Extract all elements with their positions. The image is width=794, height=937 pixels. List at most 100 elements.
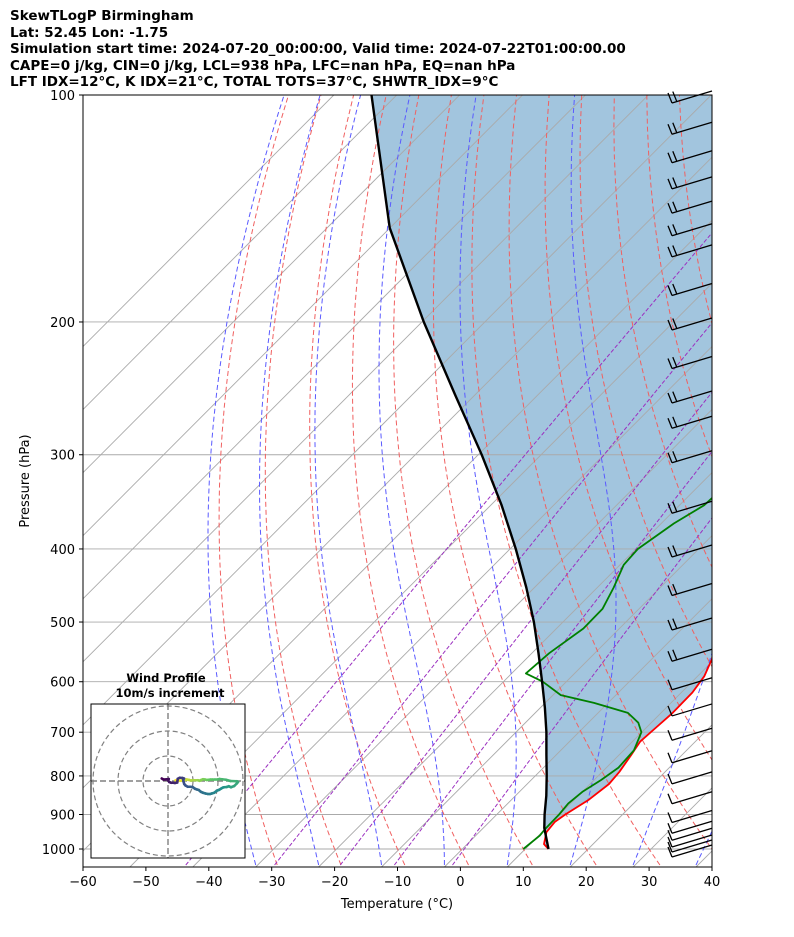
x-tick-label: 30 xyxy=(641,875,658,890)
dry-adiabat xyxy=(432,95,597,866)
dry-adiabat xyxy=(745,95,794,865)
y-tick-label: 700 xyxy=(50,726,75,741)
isotherm-line xyxy=(83,95,586,600)
isotherm-line xyxy=(83,95,712,726)
y-tick-label: 1000 xyxy=(42,843,75,858)
dry-adiabat xyxy=(351,95,469,866)
isotherm-line xyxy=(83,95,649,663)
adiabats-and-mixing-lines xyxy=(185,95,794,866)
wind-barb xyxy=(667,223,713,237)
x-tick-label: −50 xyxy=(132,875,159,890)
x-tick-label: −10 xyxy=(384,875,411,890)
location-line: Lat: 52.45 Lon: -1.75 xyxy=(10,24,169,41)
moist-adiabat xyxy=(314,95,382,866)
wind-barb xyxy=(667,834,713,848)
wind-barb xyxy=(667,282,713,297)
isotherm-line xyxy=(83,95,398,411)
isotherm-line xyxy=(83,95,460,474)
y-tick-label: 400 xyxy=(50,543,75,558)
dry-adiabat xyxy=(646,95,712,458)
cape-cin-shading xyxy=(371,95,712,849)
wind-barb xyxy=(667,820,713,834)
wind-barb xyxy=(667,244,713,258)
wind-barb xyxy=(667,771,713,785)
wind-barb xyxy=(667,317,713,331)
wind-barb xyxy=(667,703,713,717)
isotherm-line xyxy=(83,95,335,348)
wind-barb xyxy=(667,617,713,631)
x-tick-label: 10 xyxy=(515,875,532,890)
y-tick-label: 300 xyxy=(50,449,75,464)
dry-adiabat xyxy=(579,95,712,668)
isotherm-line xyxy=(318,471,712,867)
wind-barb xyxy=(667,200,713,214)
isotherm-line xyxy=(507,661,712,867)
moist-adiabat xyxy=(207,95,285,866)
dry-adiabat xyxy=(777,95,794,865)
moist-adiabat xyxy=(378,95,445,865)
inset-border xyxy=(90,703,246,859)
simulation-line: Simulation start time: 2024-07-20_00:00:… xyxy=(10,41,626,57)
inset-subtitle: 10m/s increment xyxy=(116,686,225,700)
wind-barb xyxy=(667,844,713,858)
moist-adiabat xyxy=(569,95,617,866)
dry-adiabat xyxy=(711,95,712,102)
isotherm-line xyxy=(381,535,712,867)
isotherm-line xyxy=(83,95,523,537)
dry-adiabat xyxy=(471,95,661,866)
axes-labels: Temperature (°C) Pressure (hPa) −60 −50 −4… xyxy=(18,89,720,912)
wind-profile-inset: Wind Profile 10m/s increment xyxy=(90,671,246,859)
wind-barb xyxy=(667,450,713,464)
y-tick-label: 600 xyxy=(50,676,75,691)
temperature-profile xyxy=(543,654,712,850)
cape-shading xyxy=(371,95,712,849)
y-tick-label: 500 xyxy=(50,616,75,631)
wind-barbs xyxy=(667,90,713,858)
dry-adiabat xyxy=(218,95,289,866)
y-tick-label: 200 xyxy=(50,316,75,331)
wind-barb xyxy=(667,582,713,597)
x-tick-label: −30 xyxy=(258,875,285,890)
x-tick-label: −40 xyxy=(195,875,222,890)
wind-barb xyxy=(667,121,713,135)
wind-barb xyxy=(667,150,713,164)
x-tick-label: −60 xyxy=(69,875,96,890)
instability-indices-line: LFT IDX=12°C, K IDX=21°C, TOTAL TOTS=37°… xyxy=(10,74,499,90)
isotherm-line xyxy=(444,598,712,867)
x-tick-label: 40 xyxy=(704,875,721,890)
dewpoint-profile xyxy=(522,496,712,850)
dry-adiabat xyxy=(264,95,342,866)
wind-barb xyxy=(667,827,713,841)
x-tick-label: −20 xyxy=(321,875,348,890)
y-tick-label: 900 xyxy=(50,808,75,823)
mixing-ratio-line xyxy=(274,322,712,866)
stability-indices-line: CAPE=0 j/kg, CIN=0 j/kg, LCL=938 hPa, LF… xyxy=(10,57,516,74)
inset-title: Wind Profile xyxy=(126,671,206,685)
mixing-ratio-line xyxy=(339,391,712,866)
isotherm-line xyxy=(192,345,712,867)
mixing-ratio-line xyxy=(393,450,712,866)
wind-barb xyxy=(667,839,713,853)
parcel-path xyxy=(370,95,550,850)
wind-barb xyxy=(667,648,713,662)
wind-barb xyxy=(667,415,713,429)
moist-adiabat xyxy=(258,95,321,866)
x-axis-label: Temperature (°C) xyxy=(340,897,453,912)
wind-barb xyxy=(667,390,713,404)
dry-adiabat xyxy=(508,95,712,850)
wind-barb xyxy=(667,176,713,190)
wind-barb xyxy=(667,677,713,691)
wind-barb xyxy=(667,791,713,805)
sounding-profiles xyxy=(370,95,712,850)
wind-barb xyxy=(667,727,713,741)
x-tick-label: 0 xyxy=(456,875,464,890)
wind-barb xyxy=(667,355,713,370)
chart-title: SkewTLogP Birmingham xyxy=(10,8,194,24)
x-tick-label: 20 xyxy=(578,875,595,890)
chart-header: SkewTLogP Birmingham Lat: 52.45 Lon: -1.… xyxy=(10,8,626,91)
hodograph-segment xyxy=(160,777,165,781)
y-tick-label: 100 xyxy=(50,89,75,104)
wind-barb xyxy=(667,750,713,764)
y-axis-label: Pressure (hPa) xyxy=(18,434,33,527)
